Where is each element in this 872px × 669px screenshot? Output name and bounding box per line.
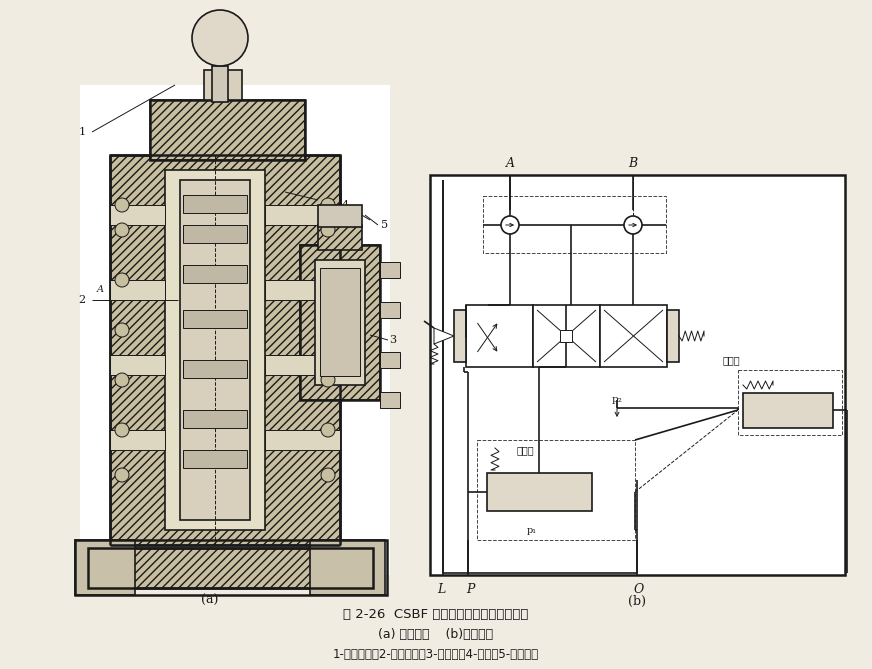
Bar [300, 245, 380, 400]
Bar [667, 310, 679, 362]
Text: L: L [437, 583, 445, 596]
Bar [487, 473, 592, 511]
Text: p₁: p₁ [527, 526, 537, 535]
Bar [180, 180, 250, 520]
Bar [320, 268, 360, 376]
Bar [110, 280, 165, 300]
Bar [204, 70, 242, 100]
Bar [380, 352, 400, 368]
Bar [560, 330, 572, 342]
Text: 分流阀: 分流阀 [517, 445, 535, 455]
Text: A: A [506, 157, 514, 170]
Bar [150, 100, 305, 160]
Circle shape [115, 223, 129, 237]
Bar [318, 205, 362, 227]
Bar [183, 410, 247, 428]
Bar [454, 310, 466, 362]
Bar [477, 440, 635, 540]
Circle shape [321, 198, 335, 212]
Bar [183, 225, 247, 243]
Bar [183, 360, 247, 378]
Bar [738, 370, 842, 435]
Bar [183, 195, 247, 213]
Text: O: O [137, 436, 145, 444]
Circle shape [115, 423, 129, 437]
Text: (a) 工作原理    (b)机能符号: (a) 工作原理 (b)机能符号 [378, 628, 494, 642]
Bar [75, 540, 387, 595]
Text: 2: 2 [78, 295, 85, 305]
Text: (b): (b) [628, 595, 646, 608]
Bar [380, 302, 400, 318]
Bar [483, 196, 666, 253]
Bar [380, 392, 400, 408]
Bar [466, 305, 533, 367]
Bar [310, 540, 385, 595]
Bar [265, 355, 340, 375]
Bar [315, 260, 365, 385]
Circle shape [321, 223, 335, 237]
Bar [430, 175, 845, 575]
Text: A: A [97, 286, 104, 294]
Circle shape [321, 423, 335, 437]
Circle shape [115, 323, 129, 337]
Bar [110, 205, 165, 225]
Circle shape [321, 273, 335, 287]
Circle shape [192, 10, 248, 66]
Text: 4: 4 [342, 200, 349, 210]
Bar [300, 245, 380, 400]
Polygon shape [434, 328, 454, 344]
Text: 溢流阀: 溢流阀 [723, 355, 740, 365]
Bar [265, 280, 340, 300]
Circle shape [115, 273, 129, 287]
Bar [110, 355, 165, 375]
Bar [88, 548, 373, 588]
Bar [533, 305, 600, 367]
Bar [265, 205, 340, 225]
Circle shape [115, 468, 129, 482]
Circle shape [115, 373, 129, 387]
Text: B: B [138, 361, 145, 369]
Circle shape [624, 216, 642, 234]
Circle shape [501, 216, 519, 234]
Text: B: B [629, 157, 637, 170]
Bar [110, 430, 165, 450]
Circle shape [321, 373, 335, 387]
Bar [80, 85, 390, 575]
Bar [380, 262, 400, 278]
Text: P: P [138, 286, 144, 294]
Text: 5: 5 [381, 220, 389, 230]
Bar [318, 225, 362, 250]
Bar [88, 548, 373, 588]
Bar [743, 393, 833, 428]
Bar [600, 305, 667, 367]
Bar [183, 265, 247, 283]
Bar [183, 450, 247, 468]
Bar [165, 170, 265, 530]
Text: 1-操纵手柄；2-主阀阀芯；3-分流阀；4-弹簧；5-调节螺钉: 1-操纵手柄；2-主阀阀芯；3-分流阀；4-弹簧；5-调节螺钉 [333, 648, 539, 662]
Bar [150, 100, 305, 160]
Text: p₂: p₂ [611, 395, 623, 405]
Bar [75, 540, 135, 595]
Text: O: O [634, 583, 644, 596]
Circle shape [115, 198, 129, 212]
Text: 1: 1 [78, 127, 85, 137]
Text: (a): (a) [201, 593, 219, 607]
Circle shape [321, 323, 335, 337]
Bar [183, 310, 247, 328]
Text: 3: 3 [390, 335, 397, 345]
Text: P: P [466, 583, 474, 596]
Text: 图 2-26  CSBF 手动比例复合阀结构与符号: 图 2-26 CSBF 手动比例复合阀结构与符号 [344, 609, 528, 622]
Circle shape [321, 468, 335, 482]
Bar [265, 430, 340, 450]
Bar [212, 66, 228, 102]
Bar [110, 155, 340, 545]
